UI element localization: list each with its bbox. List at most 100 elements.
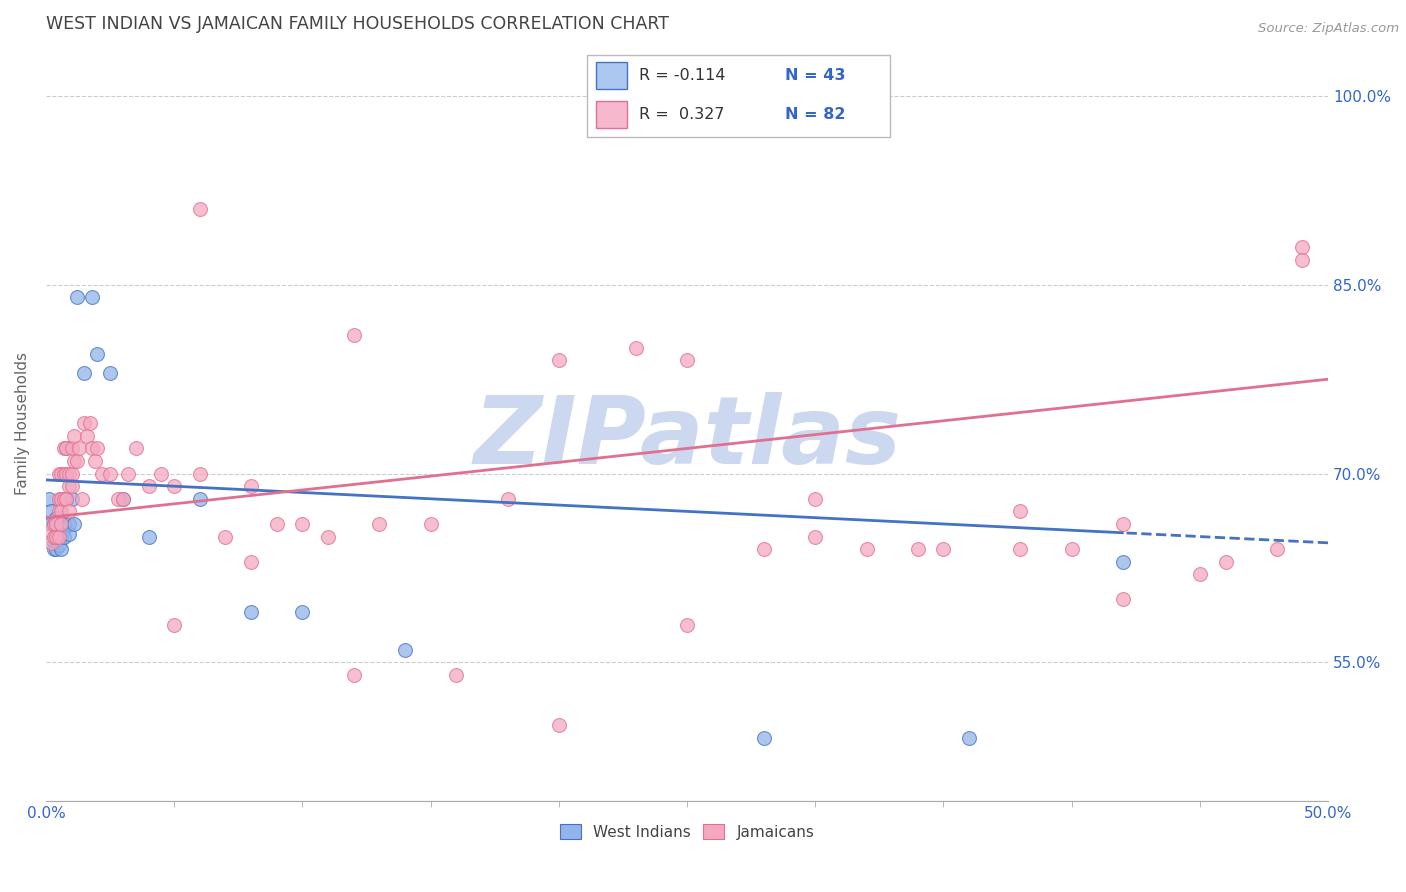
- Point: [163, 479, 186, 493]
- Point: [67, 442, 90, 456]
- Point: [86, 347, 108, 361]
- Point: [291, 605, 314, 619]
- Point: [804, 530, 827, 544]
- Y-axis label: Family Households: Family Households: [15, 351, 30, 495]
- Point: [51, 530, 73, 544]
- Point: [188, 202, 211, 217]
- Point: [55, 467, 77, 481]
- Point: [73, 417, 96, 431]
- Point: [240, 479, 263, 493]
- Point: [39, 516, 62, 531]
- Point: [1010, 504, 1032, 518]
- Point: [55, 491, 77, 506]
- Point: [52, 467, 75, 481]
- Point: [58, 467, 80, 481]
- Point: [1188, 567, 1211, 582]
- Point: [52, 522, 75, 536]
- Point: [907, 542, 929, 557]
- Point: [63, 516, 86, 531]
- Point: [45, 516, 67, 531]
- Point: [1291, 240, 1313, 254]
- Point: [1010, 542, 1032, 557]
- Point: [52, 516, 75, 531]
- Text: R = -0.114: R = -0.114: [640, 68, 725, 83]
- Bar: [596, 62, 627, 89]
- Point: [42, 536, 65, 550]
- Point: [66, 454, 89, 468]
- Point: [45, 530, 67, 544]
- Point: [38, 491, 60, 506]
- Point: [624, 341, 647, 355]
- Point: [48, 491, 70, 506]
- Point: [48, 516, 70, 531]
- Point: [138, 530, 160, 544]
- Point: [316, 530, 339, 544]
- Point: [240, 555, 263, 569]
- Point: [55, 442, 77, 456]
- Point: [82, 290, 104, 304]
- Point: [676, 353, 699, 368]
- Point: [38, 523, 60, 537]
- Point: [240, 605, 263, 619]
- Text: N = 82: N = 82: [785, 107, 845, 122]
- Point: [52, 491, 75, 506]
- Point: [60, 467, 83, 481]
- Point: [676, 617, 699, 632]
- Point: [51, 516, 73, 531]
- Point: [111, 491, 134, 506]
- Point: [957, 731, 980, 745]
- Point: [39, 504, 62, 518]
- Point: [1112, 516, 1135, 531]
- Point: [55, 491, 77, 506]
- Point: [266, 516, 288, 531]
- Point: [343, 328, 366, 343]
- Point: [70, 491, 93, 506]
- Point: [39, 536, 62, 550]
- Legend: West Indians, Jamaicans: West Indians, Jamaicans: [554, 818, 821, 847]
- Point: [394, 643, 416, 657]
- Point: [48, 467, 70, 481]
- Point: [51, 542, 73, 557]
- Text: Source: ZipAtlas.com: Source: ZipAtlas.com: [1258, 22, 1399, 36]
- Point: [752, 542, 775, 557]
- Point: [42, 530, 65, 544]
- Point: [60, 442, 83, 456]
- Point: [52, 442, 75, 456]
- Point: [58, 527, 80, 541]
- Point: [51, 504, 73, 518]
- Point: [547, 353, 569, 368]
- Point: [214, 530, 236, 544]
- Point: [107, 491, 129, 506]
- Point: [1265, 542, 1288, 557]
- Point: [547, 718, 569, 732]
- Point: [42, 542, 65, 557]
- Point: [111, 491, 134, 506]
- Point: [86, 442, 108, 456]
- Point: [343, 668, 366, 682]
- Point: [63, 429, 86, 443]
- Point: [291, 516, 314, 531]
- Point: [73, 366, 96, 380]
- Point: [82, 442, 104, 456]
- Point: [1291, 252, 1313, 267]
- Point: [188, 467, 211, 481]
- Point: [76, 429, 98, 443]
- Point: [804, 491, 827, 506]
- Point: [55, 442, 77, 456]
- Point: [79, 417, 101, 431]
- Text: R =  0.327: R = 0.327: [640, 107, 724, 122]
- Point: [419, 516, 441, 531]
- Point: [51, 523, 73, 537]
- Point: [60, 479, 83, 493]
- Point: [368, 516, 391, 531]
- Point: [45, 542, 67, 557]
- Point: [188, 491, 211, 506]
- Point: [66, 290, 89, 304]
- Point: [98, 467, 121, 481]
- Point: [48, 504, 70, 518]
- Point: [48, 532, 70, 546]
- Point: [48, 530, 70, 544]
- Point: [150, 467, 173, 481]
- Point: [496, 491, 519, 506]
- FancyBboxPatch shape: [586, 55, 890, 136]
